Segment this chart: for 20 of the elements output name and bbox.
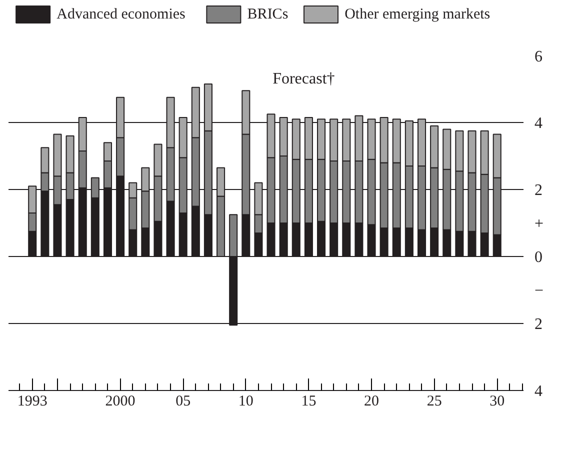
legend-label: BRICs [247, 6, 288, 22]
y-tick-label: 4 [534, 383, 542, 400]
y-tick-label: 0 [534, 249, 542, 266]
y-tick-label: − [534, 282, 544, 300]
x-tick-label: 20 [364, 394, 380, 410]
x-tick-label: 30 [490, 394, 505, 410]
x-tick-label: 25 [426, 394, 442, 410]
x-tick-label: 05 [176, 394, 191, 410]
x-tick-label: 15 [301, 394, 316, 410]
y-tick-label: 2 [534, 182, 542, 199]
legend-label: Other emerging markets [344, 6, 490, 22]
x-tick-label: 10 [238, 394, 254, 410]
y-tick-label: + [534, 216, 544, 232]
y-tick-label: 6 [534, 48, 542, 66]
y-tick-label: 4 [534, 115, 542, 132]
annotation: Forecast† [272, 70, 335, 88]
legend-label: Advanced economies [56, 6, 186, 22]
x-tick-label: 1993 [17, 394, 48, 410]
y-tick-label: 2 [534, 316, 542, 333]
x-tick-label: 2000 [105, 394, 136, 410]
